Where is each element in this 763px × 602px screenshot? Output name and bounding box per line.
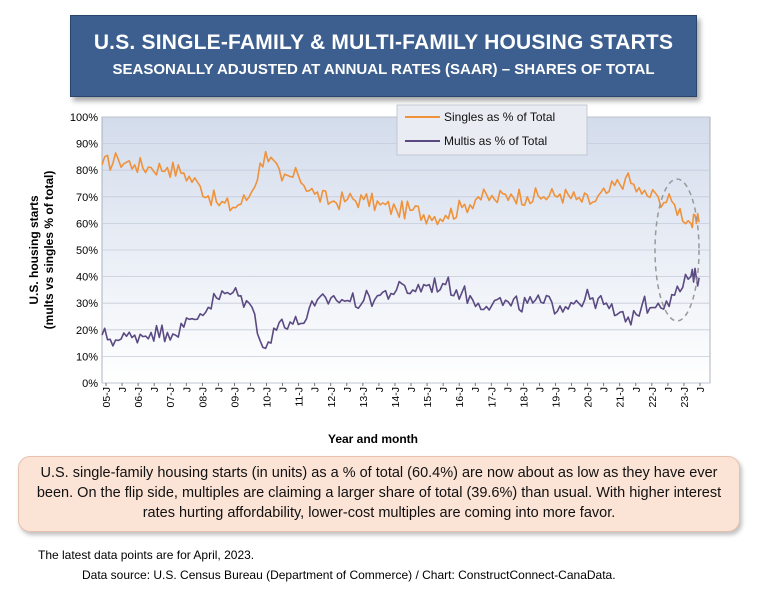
y-tick-label: 50%: [76, 245, 98, 257]
x-tick-label: 21-J: [615, 387, 627, 407]
x-tick-label: J: [534, 387, 546, 392]
x-tick-label: J: [374, 387, 386, 392]
y-tick-label: 20%: [76, 325, 98, 337]
y-axis-ticks: 0% 10% 20% 30% 40% 50% 60% 70% 80% 90% 100%: [70, 112, 98, 390]
chart-subtitle: SEASONALLY ADJUSTED AT ANNUAL RATES (SAA…: [112, 61, 655, 78]
chart-title: U.S. SINGLE-FAMILY & MULTI-FAMILY HOUSIN…: [93, 31, 674, 54]
x-tick-label: J: [149, 387, 161, 392]
y-tick-label: 90%: [76, 139, 98, 151]
x-tick-label: 08-J: [197, 387, 209, 407]
x-tick-label: J: [567, 387, 579, 392]
y-tick-label: 30%: [76, 298, 98, 310]
chart-title-banner: U.S. SINGLE-FAMILY & MULTI-FAMILY HOUSIN…: [70, 15, 697, 97]
x-tick-label: 13-J: [358, 387, 370, 407]
x-tick-label: 09-J: [229, 387, 241, 407]
x-tick-label: J: [502, 387, 514, 392]
x-tick-label: 14-J: [390, 387, 402, 407]
highlight-ellipse: [654, 178, 700, 322]
x-tick-label: J: [181, 387, 193, 392]
x-tick-label: 19-J: [551, 387, 563, 407]
x-tick-label: 07-J: [165, 387, 177, 407]
x-tick-label: 22-J: [647, 387, 659, 407]
x-tick-label: J: [245, 387, 257, 392]
y-axis-label-line2: (mults vs singles % of total): [42, 171, 56, 330]
x-tick-label: J: [470, 387, 482, 392]
x-tick-label: J: [310, 387, 322, 392]
y-tick-label: 40%: [76, 272, 98, 284]
x-tick-label: 10-J: [262, 387, 274, 407]
series-line-singles: [101, 150, 700, 229]
series-line-multis: [101, 267, 700, 350]
gridlines: [102, 116, 710, 384]
x-tick-label: 15-J: [422, 387, 434, 407]
x-tick-label: J: [599, 387, 611, 392]
x-tick-label: 17-J: [486, 387, 498, 407]
x-tick-label: 16-J: [454, 387, 466, 407]
x-tick-label: J: [342, 387, 354, 392]
y-tick-label: 60%: [76, 218, 98, 230]
x-tick-label: J: [117, 387, 129, 392]
x-tick-label: 12-J: [326, 387, 338, 407]
x-tick-label: J: [213, 387, 225, 392]
legend-box: [396, 104, 588, 156]
x-tick-label: 05-J: [101, 387, 113, 407]
latest-data-note: The latest data points are for April, 20…: [38, 548, 255, 562]
y-tick-label: 0%: [82, 378, 98, 390]
x-axis-label: Year and month: [328, 432, 418, 446]
x-tick-label: 06-J: [133, 387, 145, 407]
x-tick-label: 23-J: [679, 387, 691, 407]
x-tick-label: J: [631, 387, 643, 392]
x-tick-label: 11-J: [294, 387, 306, 407]
legend: Singles as % of Total Multis as % of Tot…: [396, 104, 588, 156]
series-layer: [101, 150, 700, 350]
legend-label-multis: Multis as % of Total: [444, 134, 547, 148]
annotation-box: U.S. single-family housing starts (in un…: [18, 456, 740, 532]
y-tick-label: 10%: [76, 351, 98, 363]
y-tick-label: 80%: [76, 165, 98, 177]
y-axis-label-line1: U.S. housing starts: [27, 195, 41, 305]
x-tick-label: J: [663, 387, 675, 392]
y-tick-label: 100%: [70, 112, 98, 124]
x-axis-ticks: 05-J J 06-J J 07-J J 08-J J 09-J J 10-J J 11-J J 12-J J…: [101, 383, 707, 407]
x-tick-label: J: [695, 387, 707, 392]
x-tick-label: J: [438, 387, 450, 392]
x-tick-label: J: [278, 387, 290, 392]
legend-label-singles: Singles as % of Total: [444, 110, 555, 124]
x-tick-label: 20-J: [583, 387, 595, 407]
y-tick-label: 70%: [76, 192, 98, 204]
x-tick-label: J: [406, 387, 418, 392]
x-tick-label: 18-J: [518, 387, 530, 407]
data-source-note: Data source: U.S. Census Bureau (Departm…: [82, 568, 616, 582]
